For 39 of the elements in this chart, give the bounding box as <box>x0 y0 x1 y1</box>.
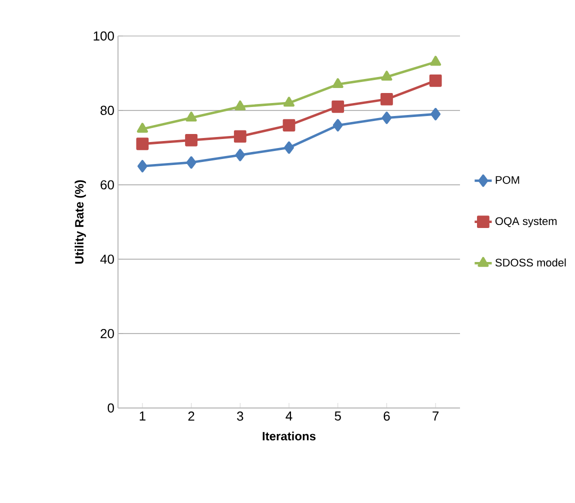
y-tick-label: 0 <box>108 403 114 413</box>
x-axis-title: Iterations <box>262 432 316 440</box>
point <box>332 119 343 132</box>
point <box>430 56 442 66</box>
point <box>382 112 392 124</box>
point <box>137 160 148 172</box>
point <box>332 78 344 88</box>
legend-label: OQA system <box>495 217 557 228</box>
y-axis-title: Utility Rate (%) <box>74 180 86 264</box>
point <box>186 156 196 169</box>
x-tick-label: 7 <box>432 412 439 420</box>
point <box>380 93 393 106</box>
x-tick-label: 5 <box>334 412 341 421</box>
y-tick-label: 20 <box>100 328 114 338</box>
point <box>235 148 246 162</box>
y-tick-label: 40 <box>100 254 114 264</box>
point <box>282 119 296 132</box>
point <box>234 100 246 110</box>
legend-label: SDOSS model <box>495 258 566 267</box>
point <box>381 70 392 81</box>
y-tick-label: 100 <box>94 31 114 41</box>
y-tick-label: 80 <box>100 106 114 115</box>
point <box>234 130 246 143</box>
point <box>186 112 197 122</box>
x-tick-label: 3 <box>237 412 244 421</box>
point <box>284 141 294 154</box>
point <box>429 74 442 87</box>
x-tick-label: 6 <box>384 412 390 421</box>
x-tick-label: 1 <box>140 412 146 420</box>
x-tick-label: 2 <box>188 412 194 421</box>
point <box>136 138 149 150</box>
point <box>332 100 344 113</box>
point <box>136 122 148 133</box>
point <box>430 108 441 120</box>
x-tick-label: 4 <box>286 412 292 420</box>
point <box>185 134 198 146</box>
legend-label: POM <box>496 176 520 184</box>
point <box>283 96 295 107</box>
y-tick-label: 60 <box>100 180 114 190</box>
